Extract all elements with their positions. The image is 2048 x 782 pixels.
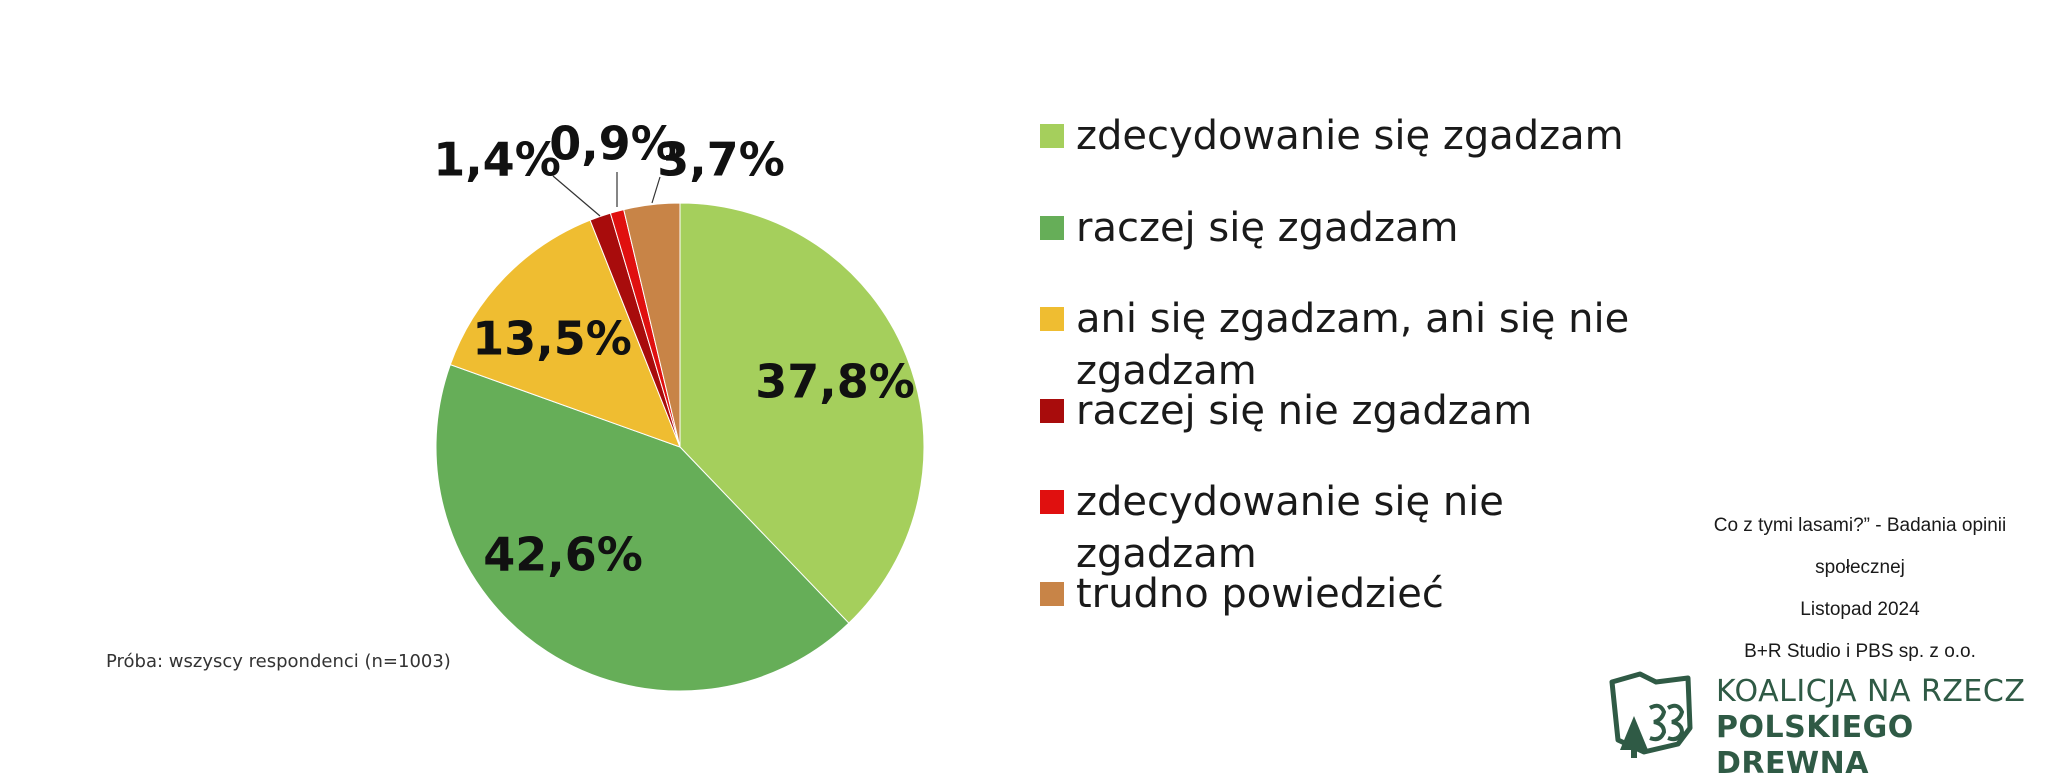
data-labels: 37,8% 42,6% 13,5% 1,4%0,9%3,7% — [433, 117, 915, 582]
data-label: 0,9% — [549, 117, 677, 171]
data-label: 42,6% — [483, 528, 643, 582]
leader-lines — [552, 172, 661, 217]
legend-swatch — [1040, 490, 1064, 514]
legend-item-hard-to-say: trudno powiedzieć — [1040, 568, 1656, 620]
data-label: 3,7% — [657, 133, 785, 187]
source-line: Listopad 2024 — [1800, 599, 1920, 620]
logo-line2: POLSKIEGO DREWNA — [1716, 710, 1914, 781]
slice-neutral — [449, 219, 681, 448]
logo-line1: KOALICJA NA RZECZ — [1716, 674, 2026, 709]
data-label: 37,8% — [755, 355, 915, 409]
forest-tree-logo-icon — [1609, 671, 1693, 758]
legend-swatch — [1040, 124, 1064, 148]
source-note: Co z tymi lasami?” - Badania opinii społ… — [1680, 505, 2040, 673]
legend-swatch — [1040, 399, 1064, 423]
legend-swatch — [1040, 216, 1064, 240]
legend-label: zdecydowanie się nie zgadzam — [1076, 479, 1504, 577]
leader-line — [552, 175, 601, 217]
slice-rather-agree — [435, 363, 850, 692]
data-label: 13,5% — [472, 312, 632, 366]
logo-text: KOALICJA NA RZECZ POLSKIEGO DREWNA — [1716, 674, 2038, 782]
slice-strongly-agree — [679, 202, 925, 624]
legend-label: ani się zgadzam, ani się nie zgadzam — [1076, 296, 1630, 394]
legend-label: zdecydowanie się zgadzam — [1076, 113, 1624, 159]
slice-hard-to-say — [623, 202, 681, 448]
legend-item-rather-agree: raczej się zgadzam — [1040, 202, 1656, 254]
sample-note: Próba: wszyscy respondenci (n=1003) — [106, 651, 451, 672]
legend-item-strongly-agree: zdecydowanie się zgadzam — [1040, 110, 1656, 162]
legend-label: raczej się zgadzam — [1076, 205, 1459, 251]
source-line: społecznej — [1815, 557, 1905, 578]
logo: KOALICJA NA RZECZ POLSKIEGO DREWNA — [1598, 668, 2038, 781]
data-label: 1,4% — [433, 133, 561, 187]
legend-swatch — [1040, 307, 1064, 331]
source-line: Co z tymi lasami?” - Badania opinii — [1713, 515, 2007, 536]
legend-item-rather-disagree: raczej się nie zgadzam — [1040, 385, 1656, 437]
leader-line — [651, 176, 661, 204]
legend-item-strongly-disagree: zdecydowanie się nie zgadzam — [1040, 476, 1656, 580]
legend-swatch — [1040, 582, 1064, 606]
legend-label: raczej się nie zgadzam — [1076, 388, 1533, 434]
legend-item-neutral: ani się zgadzam, ani się nie zgadzam — [1040, 293, 1656, 397]
pie-slices — [435, 202, 925, 692]
legend-label: trudno powiedzieć — [1076, 571, 1444, 617]
source-line: B+R Studio i PBS sp. z o.o. — [1744, 641, 1976, 662]
